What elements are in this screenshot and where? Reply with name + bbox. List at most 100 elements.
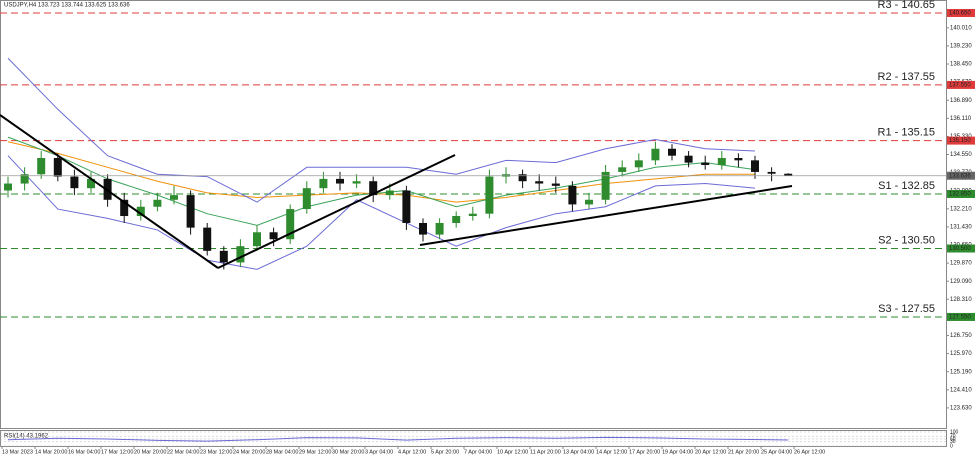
- x-tick-label: 3 Apr 04:00: [365, 449, 393, 455]
- candle-body: [585, 199, 593, 205]
- x-tick-label: 13 Apr 04:00: [563, 449, 594, 455]
- y-tick-label: 136.890: [950, 98, 972, 104]
- candle-body: [37, 158, 46, 175]
- y-tick-label: 129.870: [950, 261, 972, 267]
- level-price-label: 130.500: [949, 246, 971, 252]
- y-tick-label: 125.970: [950, 351, 972, 357]
- candle-body: [219, 250, 228, 263]
- candle-body: [751, 160, 759, 172]
- level-price-label: 135.150: [949, 138, 971, 144]
- candle-body: [170, 195, 178, 200]
- level-label: R3 - 140.65: [878, 0, 935, 11]
- x-tick-label: 25 Apr 04:00: [761, 449, 792, 455]
- rsi-tick-label: 100: [950, 429, 959, 435]
- x-tick-label: 19 Apr 04:00: [662, 449, 693, 455]
- candle-body: [136, 206, 145, 217]
- rsi-tick-label: 50: [950, 436, 956, 442]
- y-tick-label: 139.230: [950, 44, 972, 50]
- candle-body: [53, 158, 62, 177]
- trend-lines: [0, 114, 793, 269]
- x-tick-label: 17 Apr 20:00: [629, 449, 660, 455]
- y-tick-label: 129.090: [950, 279, 972, 285]
- level-price-box: [947, 80, 975, 89]
- candle-body: [435, 222, 444, 235]
- candle-body: [286, 209, 295, 240]
- level-price-box: [947, 8, 975, 17]
- candle-body: [717, 158, 726, 165]
- candle-body: [87, 178, 95, 189]
- candle-body: [336, 178, 344, 184]
- x-tick-label: 22 Mar 04:00: [167, 449, 199, 455]
- level-price-box: [947, 312, 975, 321]
- candle-body: [551, 183, 560, 186]
- current-price-box: [947, 171, 975, 180]
- x-tick-label: 11 Apr 20:00: [530, 449, 561, 455]
- x-tick-label: 20 Mar 20:00: [134, 449, 166, 455]
- overlay-line: [7, 57, 756, 203]
- level-price-box: [947, 244, 975, 253]
- y-tick-label: 136.110: [950, 116, 972, 122]
- candle-body: [253, 232, 261, 247]
- level-price-label: 132.850: [949, 192, 971, 198]
- rsi-tick-label: 30: [950, 439, 956, 445]
- candle-body: [20, 174, 29, 184]
- candle-body: [701, 162, 710, 165]
- x-tick-label: 30 Mar 20:00: [332, 449, 364, 455]
- candle-body: [468, 213, 477, 217]
- candle-body: [668, 148, 676, 156]
- candle-body: [419, 222, 427, 235]
- level-price-box: [947, 136, 975, 145]
- x-tick-label: 20 Apr 12:00: [695, 449, 726, 455]
- level-label: S2 - 130.50: [878, 234, 935, 246]
- candle-body: [369, 181, 378, 196]
- candle-body: [452, 216, 461, 223]
- candle-body: [203, 227, 212, 251]
- y-tick-label: 138.450: [950, 62, 972, 68]
- candle-body: [269, 232, 278, 240]
- level-price-box: [947, 189, 975, 198]
- candle-body: [4, 183, 12, 191]
- candle-body: [684, 155, 693, 163]
- x-tick-label: 13 Mar 2023: [2, 449, 33, 455]
- candle-body: [634, 160, 643, 168]
- x-tick-label: 23 Mar 12:00: [200, 449, 232, 455]
- candle-body: [568, 185, 577, 205]
- trend-line: [0, 114, 219, 269]
- candle-body: [767, 171, 776, 174]
- current-price-label: 133.636: [949, 173, 971, 179]
- level-label: R1 - 135.15: [878, 127, 935, 139]
- rsi-tick-label: 70: [950, 434, 956, 440]
- y-tick-label: 134.550: [950, 152, 972, 158]
- rsi-line: [7, 436, 789, 442]
- overlay-line: [7, 136, 756, 226]
- level-price-label: 127.550: [949, 315, 971, 321]
- level-label: S1 - 132.85: [878, 180, 935, 192]
- candle-body: [319, 178, 328, 189]
- candle-body: [485, 176, 494, 214]
- candle-body: [186, 195, 195, 228]
- x-tick-label: 16 Mar 04:00: [68, 449, 100, 455]
- x-tick-label: 28 Mar 04:00: [266, 449, 298, 455]
- y-tick-label: 123.630: [950, 405, 972, 411]
- x-tick-label: 26 Apr 12:00: [794, 449, 825, 455]
- y-tick-label: 126.750: [950, 333, 972, 339]
- candle-body: [120, 199, 129, 217]
- candle-body: [302, 188, 311, 210]
- candle-body: [70, 176, 79, 189]
- level-label: S3 - 127.55: [878, 303, 935, 315]
- candle-body: [153, 199, 162, 207]
- candle-body: [601, 171, 610, 200]
- candle-body: [784, 173, 793, 176]
- candle-body: [618, 167, 627, 172]
- candle-body: [651, 148, 660, 161]
- y-tick-label: 124.410: [950, 387, 972, 393]
- x-tick-label: 5 Apr 20:00: [431, 449, 459, 455]
- candle-body: [236, 246, 245, 263]
- candle-body: [518, 174, 527, 182]
- y-tick-label: 132.210: [950, 206, 972, 212]
- candle-body: [734, 158, 743, 161]
- x-tick-label: 17 Mar 12:00: [101, 449, 133, 455]
- level-price-label: 140.650: [949, 11, 971, 17]
- trend-line: [217, 154, 456, 269]
